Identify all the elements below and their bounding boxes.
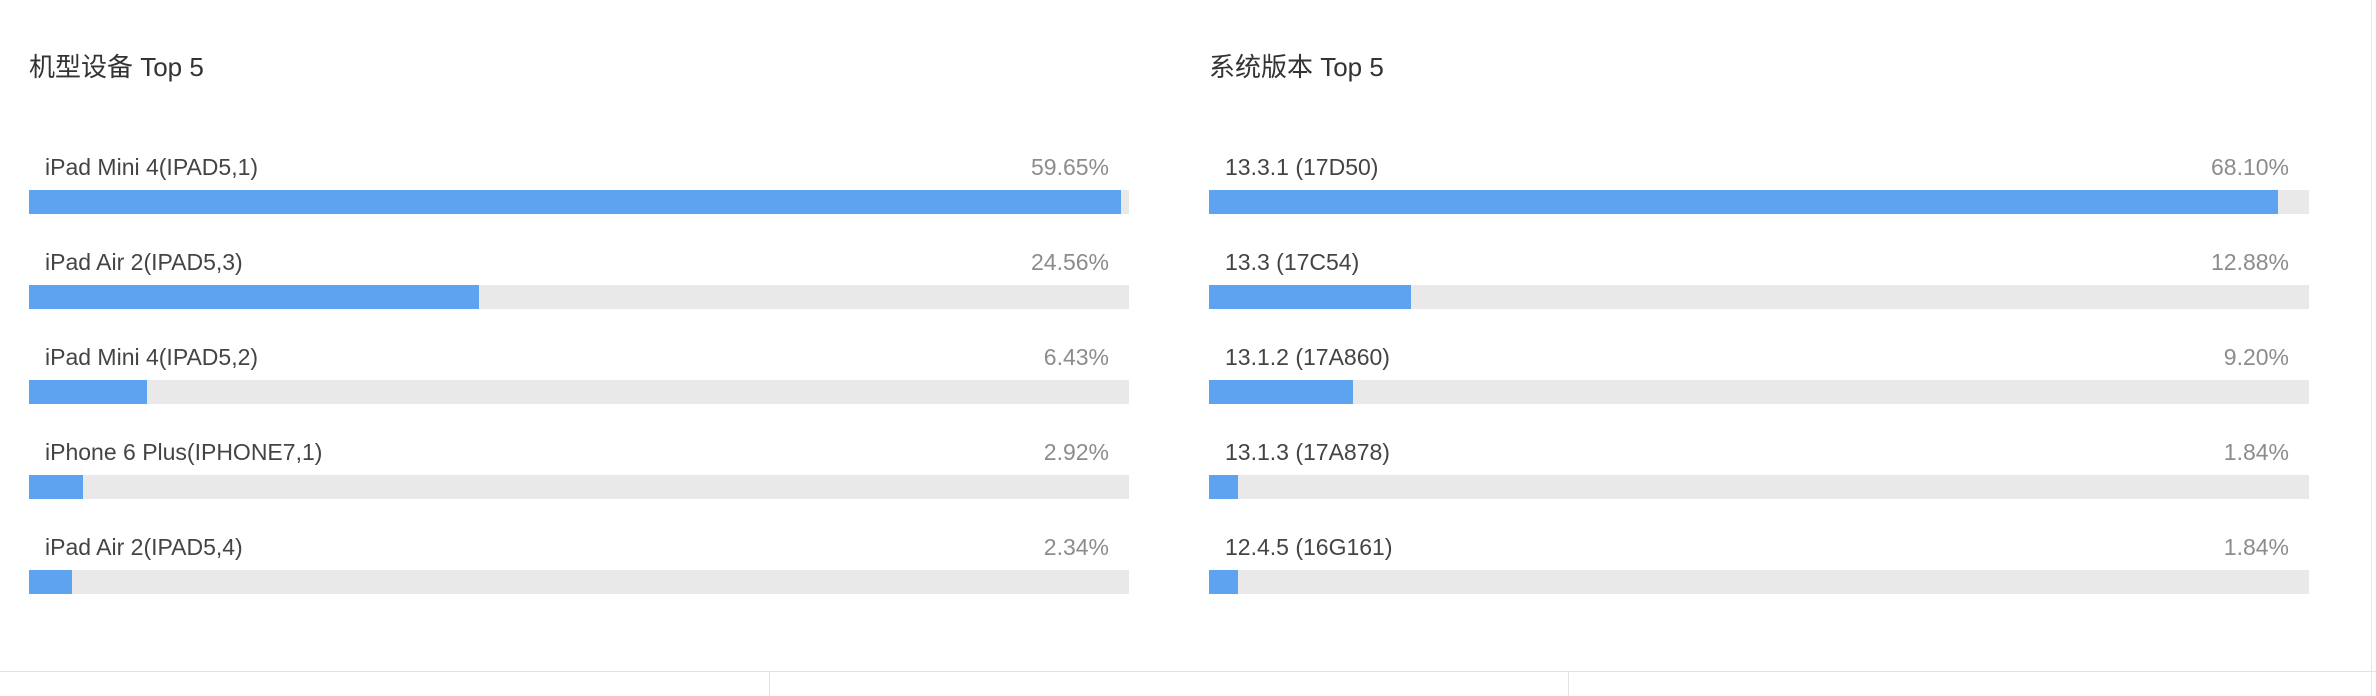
progress-track bbox=[1209, 285, 2309, 309]
list-item: 13.1.3 (17A878) 1.84% bbox=[1209, 437, 2309, 532]
progress-fill bbox=[29, 380, 147, 404]
item-label: 13.1.3 (17A878) bbox=[1225, 439, 1390, 465]
item-percent: 2.34% bbox=[1043, 534, 1109, 560]
progress-track bbox=[1209, 190, 2309, 214]
panel-title: 系统版本 Top 5 bbox=[1209, 52, 1384, 82]
list-item: 12.4.5 (16G161) 1.84% bbox=[1209, 532, 2309, 627]
item-label: 13.3.1 (17D50) bbox=[1225, 154, 1379, 180]
item-percent: 24.56% bbox=[1030, 249, 1109, 275]
list-item: iPad Mini 4(IPAD5,2) 6.43% bbox=[29, 342, 1129, 437]
item-percent: 6.43% bbox=[1043, 344, 1109, 370]
progress-track bbox=[1209, 475, 2309, 499]
list-item: 13.3.1 (17D50) 68.10% bbox=[1209, 152, 2309, 247]
item-label: 13.3 (17C54) bbox=[1225, 249, 1360, 275]
item-percent: 2.92% bbox=[1043, 439, 1109, 465]
progress-fill bbox=[1209, 380, 1354, 404]
progress-track bbox=[29, 380, 1129, 404]
item-percent: 12.88% bbox=[2210, 249, 2289, 275]
item-percent: 1.84% bbox=[2223, 439, 2289, 465]
list-item: iPad Air 2(IPAD5,4) 2.34% bbox=[29, 532, 1129, 627]
list-item: iPhone 6 Plus(IPHONE7,1) 2.92% bbox=[29, 437, 1129, 532]
progress-fill bbox=[29, 570, 72, 594]
item-label: iPad Air 2(IPAD5,4) bbox=[45, 534, 243, 560]
progress-fill bbox=[1209, 190, 2279, 214]
progress-fill bbox=[1209, 285, 1412, 309]
item-label: iPad Mini 4(IPAD5,2) bbox=[45, 344, 259, 370]
item-percent: 68.10% bbox=[2210, 154, 2289, 180]
progress-fill bbox=[29, 285, 479, 309]
list-item: iPad Air 2(IPAD5,3) 24.56% bbox=[29, 247, 1129, 342]
progress-track bbox=[1209, 380, 2309, 404]
item-label: iPad Air 2(IPAD5,3) bbox=[45, 249, 243, 275]
column-divider bbox=[769, 672, 770, 696]
item-percent: 9.20% bbox=[2223, 344, 2289, 370]
item-percent: 1.84% bbox=[2223, 534, 2289, 560]
list-item: 13.1.2 (17A860) 9.20% bbox=[1209, 342, 2309, 437]
item-percent: 59.65% bbox=[1030, 154, 1109, 180]
progress-fill bbox=[29, 190, 1122, 214]
item-label: iPad Mini 4(IPAD5,1) bbox=[45, 154, 259, 180]
list-item: 13.3 (17C54) 12.88% bbox=[1209, 247, 2309, 342]
progress-track bbox=[29, 285, 1129, 309]
progress-track bbox=[1209, 570, 2309, 594]
progress-track bbox=[29, 475, 1129, 499]
list-item: iPad Mini 4(IPAD5,1) 59.65% bbox=[29, 152, 1129, 247]
progress-fill bbox=[1209, 475, 1238, 499]
right-edge-divider bbox=[2371, 0, 2372, 696]
bottom-divider bbox=[0, 671, 2376, 672]
item-label: 12.4.5 (16G161) bbox=[1225, 534, 1393, 560]
progress-fill bbox=[1209, 570, 1238, 594]
panel-title: 机型设备 Top 5 bbox=[29, 52, 204, 82]
progress-track bbox=[29, 190, 1129, 214]
versions-list: 13.3.1 (17D50) 68.10% 13.3 (17C54) 12.88… bbox=[1209, 152, 2309, 627]
models-list: iPad Mini 4(IPAD5,1) 59.65% iPad Air 2(I… bbox=[29, 152, 1129, 627]
column-divider bbox=[1568, 672, 1569, 696]
progress-fill bbox=[29, 475, 83, 499]
item-label: 13.1.2 (17A860) bbox=[1225, 344, 1390, 370]
progress-track bbox=[29, 570, 1129, 594]
item-label: iPhone 6 Plus(IPHONE7,1) bbox=[45, 439, 323, 465]
